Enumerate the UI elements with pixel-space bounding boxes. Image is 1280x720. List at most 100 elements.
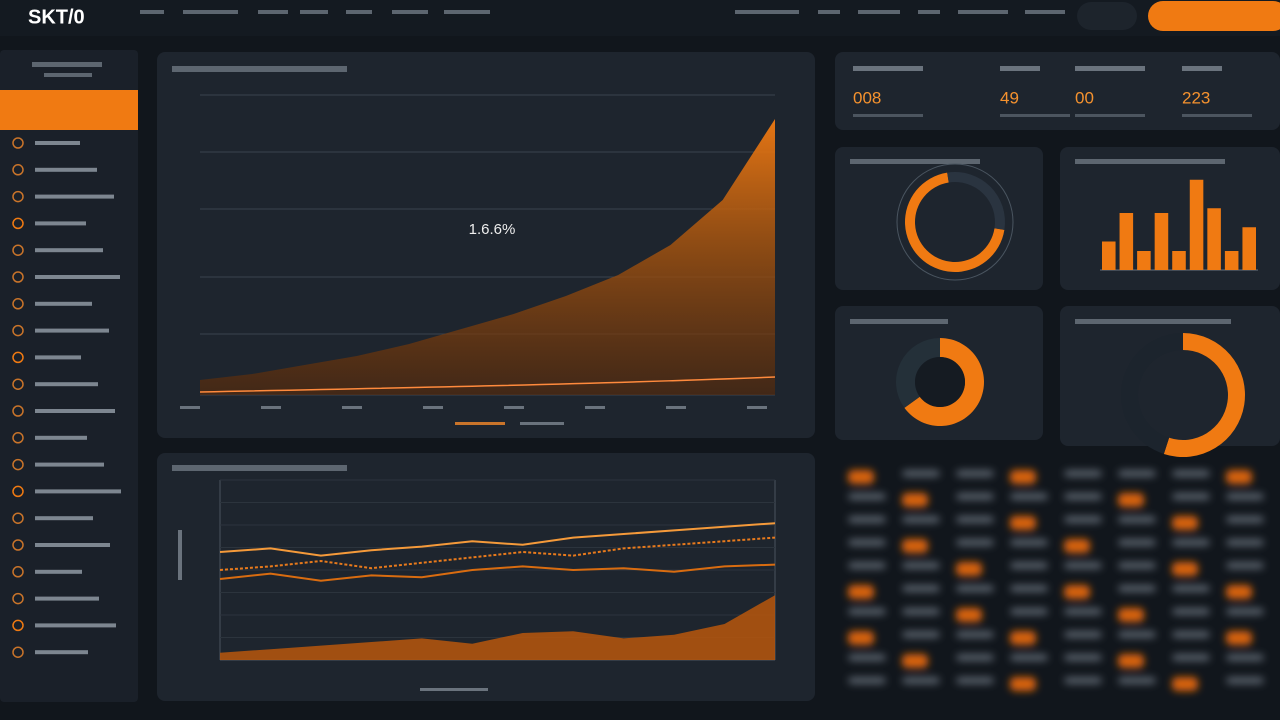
- table-cell: [1118, 631, 1156, 638]
- table-cell: [1226, 654, 1264, 661]
- kpi-value: 008: [853, 88, 881, 107]
- primary-button[interactable]: [1148, 1, 1280, 31]
- sidebar-icon: [12, 244, 24, 256]
- sidebar-label: [35, 489, 121, 494]
- table-cell: [1226, 585, 1252, 599]
- legend: [455, 422, 505, 425]
- kpi-caption: [1000, 114, 1070, 117]
- blurred-table: [848, 470, 1264, 691]
- table-cell: [848, 539, 886, 546]
- account-button[interactable]: [1077, 2, 1137, 30]
- table-cell: [902, 654, 928, 668]
- table-cell: [1010, 516, 1036, 530]
- sidebar-icon: [12, 512, 24, 524]
- table-cell: [848, 631, 874, 645]
- bar: [1172, 251, 1186, 270]
- donut-panel: [1060, 306, 1280, 446]
- ring-segment: [947, 172, 1006, 230]
- kpi-label: [1000, 66, 1040, 71]
- table-cell: [1172, 470, 1210, 477]
- sidebar-icon: [12, 190, 24, 203]
- table-cell: [1118, 654, 1144, 668]
- table-cell: [1226, 608, 1264, 615]
- sidebar-label: [35, 516, 93, 521]
- annotation: 1.6.6%: [469, 221, 516, 238]
- kpi-value: 49: [1000, 88, 1019, 107]
- table-cell: [956, 470, 994, 477]
- table-cell: [1172, 654, 1210, 661]
- table-cell: [902, 631, 940, 638]
- table-cell: [1010, 654, 1048, 661]
- bar: [1224, 251, 1239, 270]
- sidebar-label: [35, 435, 87, 440]
- table-cell: [848, 516, 886, 523]
- sidebar-icon: [12, 405, 24, 417]
- table-cell: [848, 654, 886, 661]
- sidebar-active-item[interactable]: [0, 90, 138, 130]
- sidebar-icon: [12, 646, 24, 658]
- line: [219, 522, 776, 557]
- table-cell: [956, 493, 994, 500]
- sidebar-label: [35, 569, 82, 574]
- nav[interactable]: [140, 10, 1065, 14]
- sidebar-icon: [12, 351, 24, 364]
- table-cell: [1064, 608, 1102, 615]
- sidebar-icon: [12, 458, 24, 471]
- table-cell: [1064, 493, 1102, 500]
- sidebar-title: [32, 62, 102, 67]
- table-cell: [1010, 677, 1036, 691]
- kpi-label: [1182, 66, 1222, 71]
- table-cell: [1226, 493, 1264, 500]
- sidebar-label: [35, 301, 92, 306]
- sidebar-icon: [12, 324, 24, 337]
- table-cell: [902, 608, 940, 615]
- table-cell: [1118, 493, 1144, 507]
- table-cell: [902, 493, 928, 507]
- kpi-caption: [1075, 114, 1145, 117]
- table-cell: [1172, 677, 1198, 691]
- table-cell: [1172, 585, 1210, 592]
- sidebar-label: [35, 355, 81, 360]
- ring-segment: [1121, 333, 1183, 454]
- table-cell: [848, 470, 874, 484]
- bar: [1137, 251, 1151, 270]
- ring-segment: [904, 338, 984, 427]
- table-cell: [1226, 562, 1264, 569]
- sidebar-icon: [12, 485, 24, 498]
- sidebar-icon: [12, 298, 24, 310]
- area: [200, 119, 775, 395]
- table-cell: [1172, 493, 1210, 500]
- table-cell: [1172, 539, 1210, 546]
- sidebar-icon: [12, 164, 24, 176]
- sidebar-label: [35, 409, 115, 413]
- table-cell: [902, 677, 940, 684]
- table-cell: [902, 470, 940, 477]
- sidebar-icon: [12, 432, 24, 444]
- table-cell: [1064, 585, 1090, 599]
- table-cell: [1118, 539, 1156, 546]
- sidebar-icon: [12, 566, 24, 578]
- gauge-outline: [896, 163, 1014, 281]
- table-cell: [1118, 585, 1156, 592]
- panel-title: [172, 66, 347, 72]
- sidebar-label: [35, 462, 104, 467]
- table-cell: [848, 608, 886, 615]
- sidebar-label: [35, 167, 97, 172]
- table-cell: [902, 539, 928, 553]
- table-cell: [1064, 677, 1102, 684]
- x-tick-label: [585, 406, 605, 409]
- x-tick-label: [747, 406, 767, 409]
- sidebar-label: [35, 275, 120, 279]
- table-cell: [1172, 608, 1210, 615]
- table-cell: [1064, 631, 1102, 638]
- sidebar-icon: [12, 137, 24, 149]
- bar: [1102, 241, 1116, 270]
- sidebar-label: [35, 650, 88, 655]
- x-tick-label: [666, 406, 686, 409]
- bar: [1189, 179, 1204, 270]
- sidebar-label: [35, 596, 99, 601]
- table-cell: [1010, 539, 1048, 546]
- sidebar-label: [35, 623, 116, 628]
